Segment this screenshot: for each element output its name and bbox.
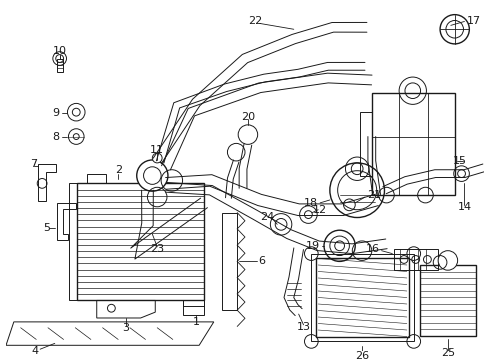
Bar (183, 301, 204, 315)
Text: 13: 13 (296, 322, 311, 332)
Text: 15: 15 (452, 156, 466, 166)
Text: 2: 2 (115, 165, 122, 175)
Bar (316, 258, 409, 337)
Text: 9: 9 (52, 108, 60, 118)
Text: 19: 19 (306, 241, 320, 251)
Bar (394, 249, 438, 270)
Text: 10: 10 (52, 46, 67, 56)
Bar (57, 59, 63, 72)
Text: 3: 3 (122, 323, 129, 333)
Circle shape (152, 153, 162, 163)
Text: 14: 14 (457, 202, 471, 212)
Text: 16: 16 (366, 244, 380, 254)
Text: 6: 6 (259, 256, 266, 266)
Circle shape (343, 199, 355, 211)
Text: 25: 25 (441, 348, 455, 358)
Text: 23: 23 (150, 244, 164, 254)
Circle shape (270, 213, 292, 235)
Bar (360, 112, 372, 176)
Circle shape (438, 251, 458, 270)
Bar (183, 301, 204, 306)
Text: 20: 20 (241, 112, 255, 122)
Text: 22: 22 (248, 17, 263, 26)
Bar (70, 183, 77, 301)
Bar (87, 174, 106, 183)
Text: 21: 21 (367, 190, 381, 200)
Text: 5: 5 (43, 223, 50, 233)
Text: 11: 11 (150, 145, 164, 155)
Bar (372, 93, 455, 195)
Text: 18: 18 (304, 198, 318, 208)
Circle shape (137, 160, 168, 191)
Bar (77, 183, 204, 301)
Text: 24: 24 (260, 212, 274, 221)
Bar (311, 253, 414, 341)
Text: 26: 26 (355, 351, 369, 360)
Bar (221, 213, 237, 310)
Text: 17: 17 (466, 17, 481, 26)
Text: 12: 12 (313, 205, 327, 215)
Circle shape (299, 206, 317, 223)
Text: 1: 1 (193, 317, 200, 327)
Text: 7: 7 (30, 159, 38, 169)
Text: 4: 4 (32, 346, 39, 356)
Bar (419, 265, 476, 336)
Text: 8: 8 (52, 131, 60, 141)
